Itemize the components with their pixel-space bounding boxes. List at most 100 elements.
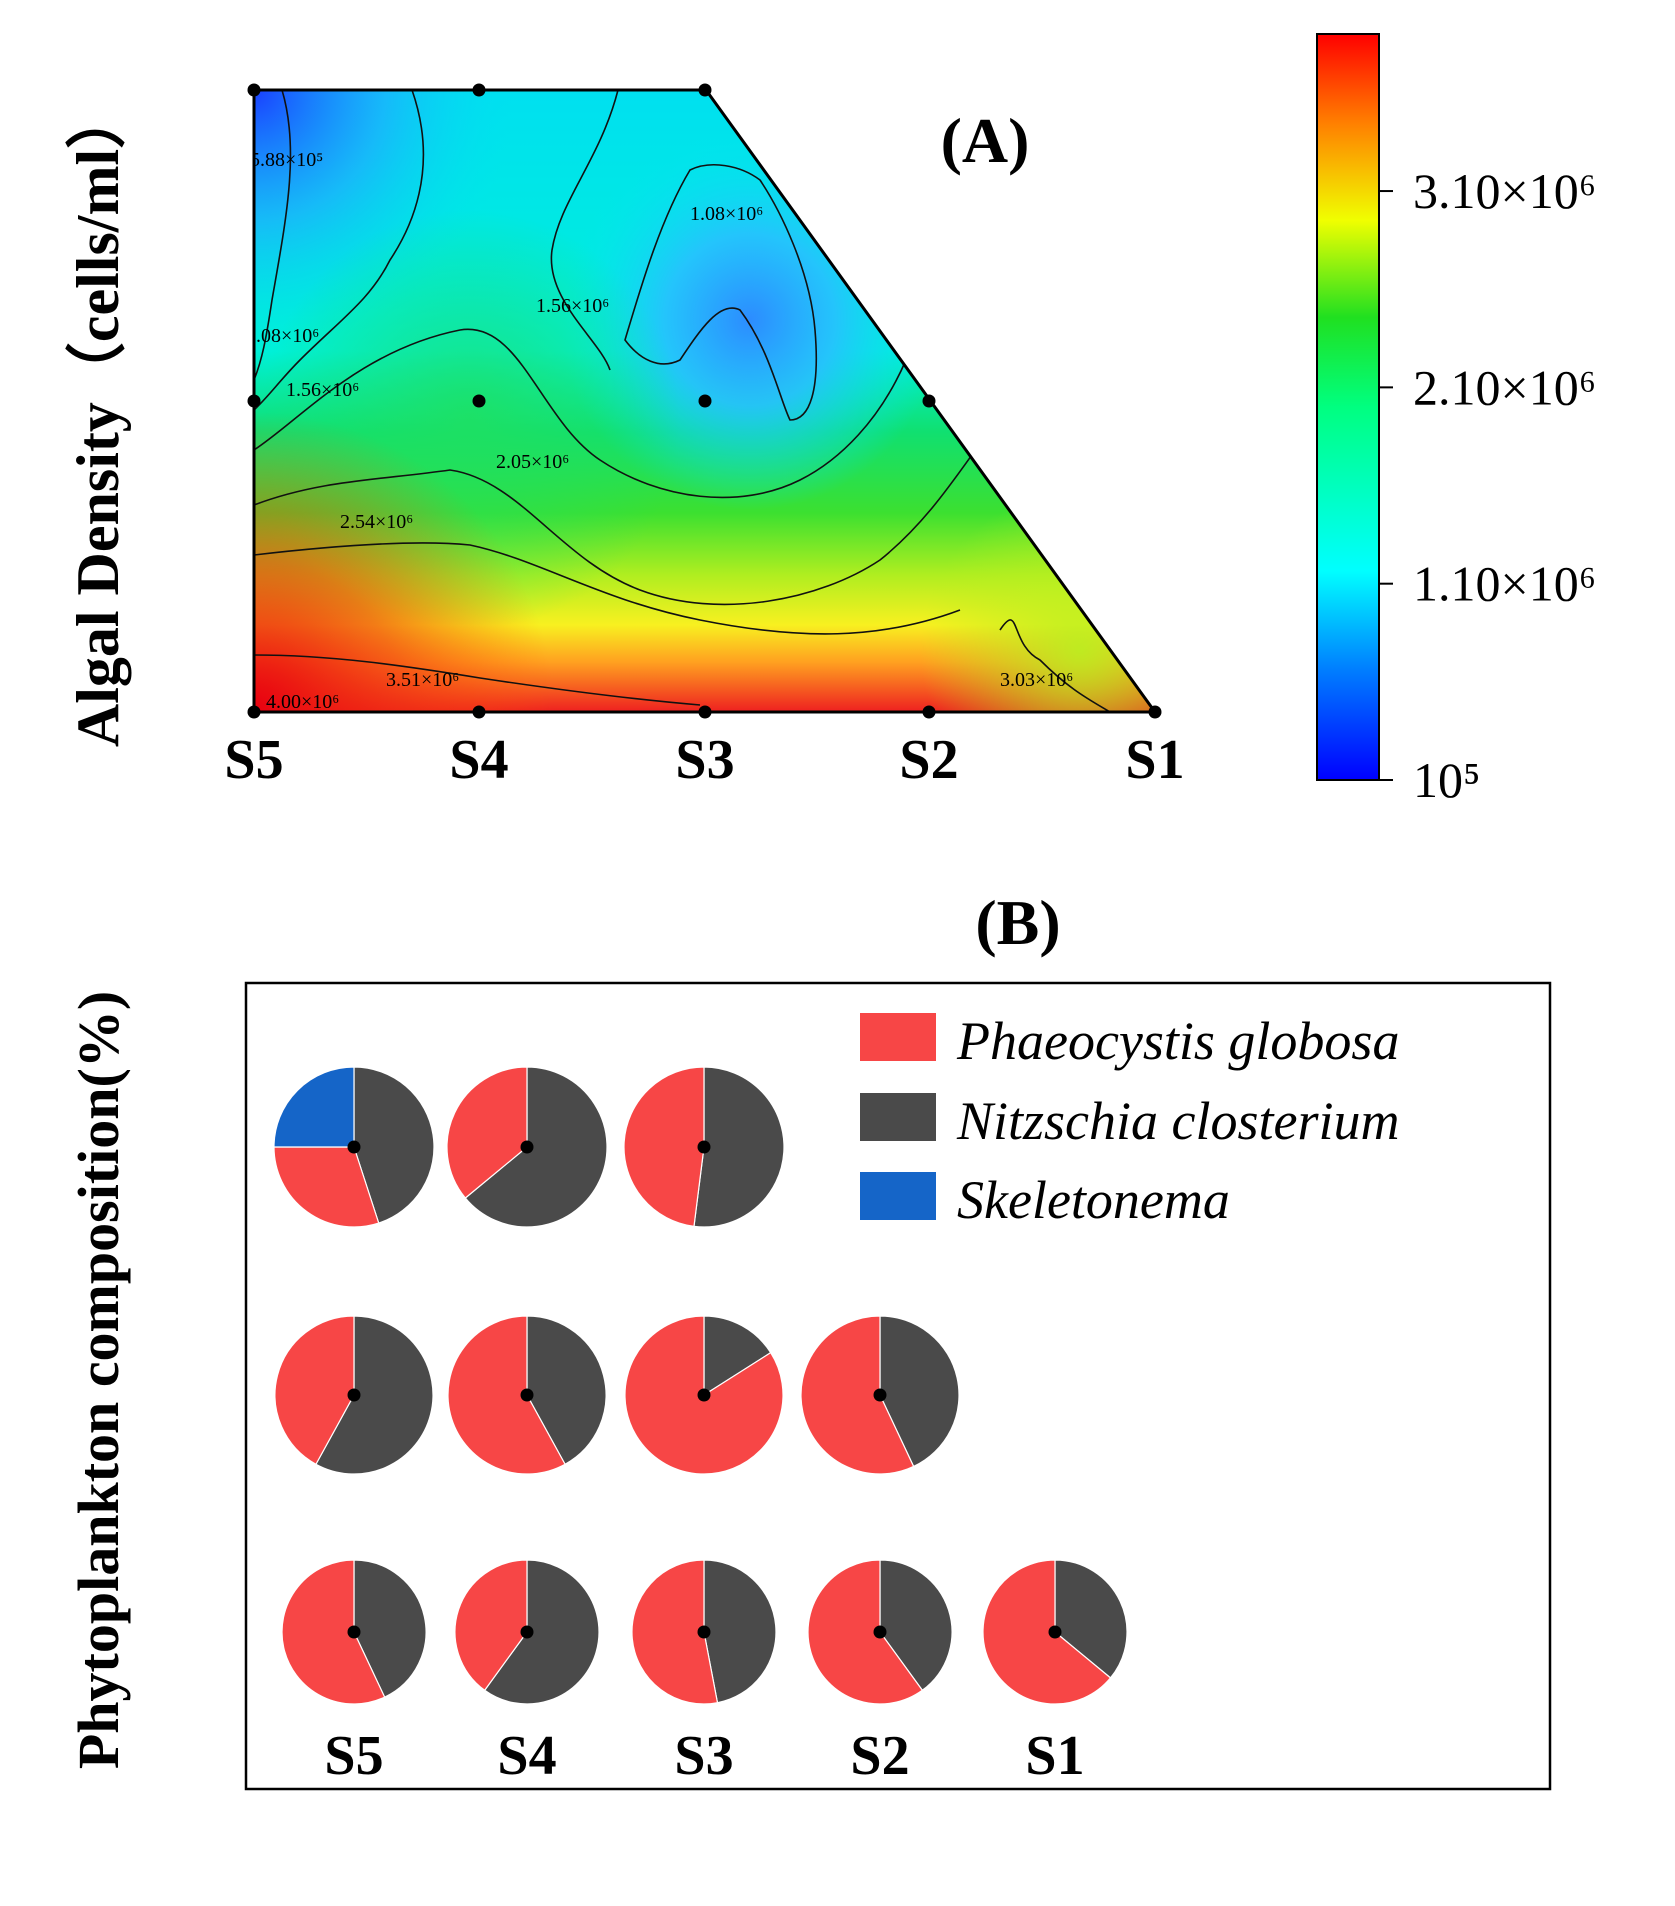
pie-slice-nitzschia	[464, 1066, 608, 1228]
legend-swatch-nitzschia	[860, 1093, 936, 1141]
legend-swatch-skeletonema	[860, 1172, 936, 1220]
pie-slice-phaeocystis	[982, 1559, 1112, 1705]
contour-label: 1.08×10⁶	[246, 325, 319, 347]
sample-point	[922, 394, 936, 408]
sample-point	[698, 394, 712, 408]
pie-center-dot	[697, 1140, 711, 1154]
sample-point	[247, 705, 261, 719]
sample-point	[472, 394, 486, 408]
sample-point	[1148, 705, 1162, 719]
contour-line	[254, 90, 292, 381]
pie-slice-phaeocystis	[454, 1559, 528, 1692]
sample-points	[247, 83, 1162, 719]
contour-line	[254, 542, 961, 635]
legend-swatch-phaeocystis	[860, 1013, 936, 1061]
legend-label-nitzschia: Nitzschia closterium	[956, 1091, 1400, 1151]
pie-x-label-s3: S3	[674, 1725, 733, 1787]
x-tick-label-s4: S4	[449, 729, 508, 791]
contour-line	[550, 90, 619, 371]
contour-lines	[254, 90, 1111, 712]
pie-center-dot	[873, 1625, 887, 1639]
pie-s4-row-3	[454, 1559, 600, 1705]
pie-s4-row-1	[446, 1066, 608, 1228]
pie-slice-phaeocystis	[623, 1066, 705, 1228]
pie-s2-row-3	[807, 1559, 953, 1705]
pie-center-dot	[520, 1625, 534, 1639]
x-axis-a: S5 S4 S3 S2 S1	[224, 729, 1184, 791]
pie-slice-nitzschia	[693, 1066, 785, 1228]
colorbar-tick-label: 3.10×10⁶	[1413, 163, 1596, 219]
legend-label-phaeocystis: Phaeocystis globosa	[956, 1011, 1399, 1071]
contour-label: 1.08×10⁶	[690, 203, 763, 225]
pie-s4-row-2	[447, 1315, 607, 1475]
x-tick-label-s1: S1	[1125, 729, 1184, 791]
pie-center-dot	[520, 1140, 534, 1154]
pie-x-label-s1: S1	[1025, 1725, 1084, 1787]
contour-label: 2.54×10⁶	[340, 511, 413, 533]
sample-point	[472, 83, 486, 97]
pie-slice-nitzschia	[703, 1315, 772, 1397]
pie-slice-nitzschia	[353, 1066, 435, 1224]
x-axis-b: S5 S4 S3 S2 S1	[324, 1725, 1084, 1787]
pie-s1-row-3	[982, 1559, 1128, 1705]
contour-line	[254, 328, 907, 499]
sample-point	[698, 83, 712, 97]
colorbar-ticks: 10⁵ 1.10×10⁶ 2.10×10⁶ 3.10×10⁶	[1379, 163, 1596, 808]
contour-label: 5.88×10⁵	[250, 149, 323, 171]
pie-slice-nitzschia	[1054, 1559, 1128, 1679]
sample-point	[247, 83, 261, 97]
pie-slice-phaeocystis	[274, 1315, 355, 1466]
colorbar-gradient	[1316, 33, 1380, 781]
colorbar-tick-label: 1.10×10⁶	[1413, 556, 1596, 612]
axis-title-b: Phytoplankton composition(%)	[66, 991, 131, 1769]
pie-panel-frame	[244, 981, 1552, 1791]
pie-slice-phaeocystis	[800, 1315, 915, 1475]
legend-label-skeletonema: Skeletonema	[957, 1170, 1230, 1230]
pie-slice-nitzschia	[879, 1559, 953, 1692]
contour-labels: 5.88×10⁵ 1.08×10⁶ 1.08×10⁶ 1.56×10⁶ 1.56…	[246, 149, 1073, 713]
pie-x-label-s4: S4	[497, 1725, 556, 1787]
pie-slice-nitzschia	[879, 1315, 960, 1468]
pie-s5-row-3	[281, 1559, 427, 1705]
pie-center-dot	[347, 1388, 361, 1402]
pie-slice-nitzschia	[483, 1559, 600, 1705]
contour-line	[999, 619, 1111, 712]
pie-center-dot	[697, 1625, 711, 1639]
sample-point	[922, 705, 936, 719]
panel-label-a: (A)	[941, 105, 1030, 176]
pie-slice-nitzschia	[703, 1559, 777, 1704]
pie-slice-phaeocystis	[281, 1559, 386, 1705]
x-tick-label-s3: S3	[675, 729, 734, 791]
pie-slice-phaeocystis	[273, 1146, 380, 1228]
pie-grid	[273, 1066, 1128, 1705]
pie-slice-phaeocystis	[447, 1315, 566, 1475]
colorbar-tick-label: 10⁵	[1413, 752, 1480, 808]
contour-label: 2.05×10⁶	[496, 451, 569, 473]
pie-center-dot	[347, 1625, 361, 1639]
pie-x-label-s2: S2	[850, 1725, 909, 1787]
colorbar: 10⁵ 1.10×10⁶ 2.10×10⁶ 3.10×10⁶	[1316, 33, 1596, 808]
pie-x-label-s5: S5	[324, 1725, 383, 1787]
contour-label: 1.56×10⁶	[286, 379, 359, 401]
contour-line	[254, 90, 425, 411]
pie-center-dot	[347, 1140, 361, 1154]
pie-slice-phaeocystis	[631, 1559, 719, 1705]
contour-line	[254, 429, 991, 606]
pie-center-dot	[873, 1388, 887, 1402]
x-tick-label-s5: S5	[224, 729, 283, 791]
pie-slice-skeletonema	[273, 1066, 355, 1148]
panel-label-b: (B)	[975, 887, 1060, 958]
x-tick-label-s2: S2	[899, 729, 958, 791]
pie-slice-nitzschia	[526, 1315, 607, 1466]
pie-slice-nitzschia	[353, 1559, 427, 1698]
colorbar-tick-label: 2.10×10⁶	[1413, 359, 1596, 415]
pie-s5-row-1	[273, 1066, 435, 1228]
pie-slice-nitzschia	[315, 1315, 434, 1475]
contour-label: 4.00×10⁶	[266, 691, 339, 713]
legend: Phaeocystis globosa Nitzschia closterium…	[860, 1011, 1400, 1230]
pie-s5-row-2	[274, 1315, 434, 1475]
pie-slice-phaeocystis	[446, 1066, 528, 1199]
contour-line	[254, 654, 701, 706]
axis-title-a: Algal Density（cells/ml）	[64, 89, 131, 747]
